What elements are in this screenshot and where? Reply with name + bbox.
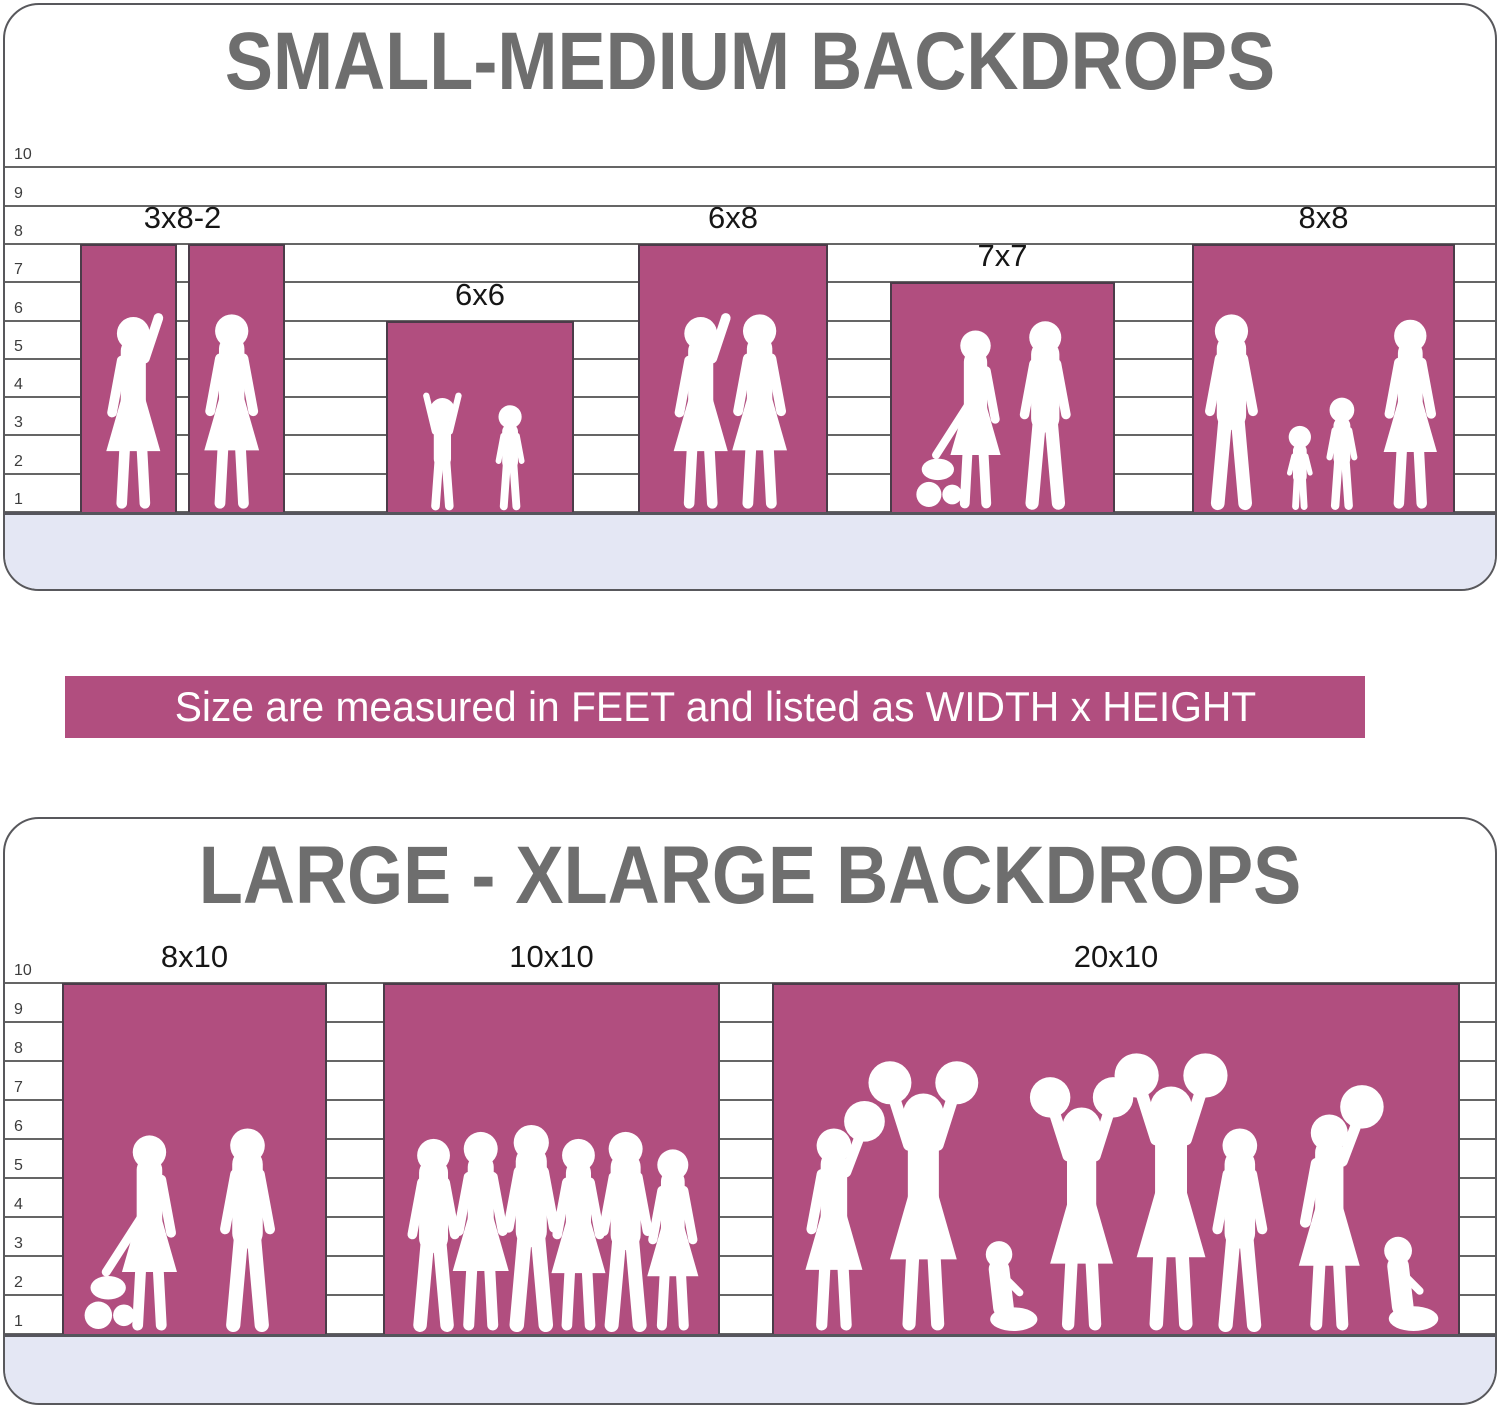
grid-line xyxy=(5,1177,1495,1179)
size-bar xyxy=(638,243,828,512)
size-note-banner: Size are measured in FEET and listed as … xyxy=(65,676,1365,738)
bar-size-label: 10x10 xyxy=(509,939,594,974)
size-bar xyxy=(383,983,720,1334)
axis-tick-label: 5 xyxy=(14,337,23,355)
size-note-text: Size are measured in FEET and listed as … xyxy=(174,683,1256,730)
bar-size-label: 8x8 xyxy=(1298,199,1349,235)
size-bar xyxy=(772,983,1460,1334)
small-medium-panel: 1 2 3 4 5 6 7 8 9 10 3x8-2 6x6 6x8 7x7 8x8 SMALL-MEDIU… xyxy=(3,3,1497,591)
bar-size-label: 20x10 xyxy=(1073,939,1159,974)
axis-tick-label: 6 xyxy=(14,1118,23,1135)
bar-size-label: 3x8-2 xyxy=(143,199,222,235)
axis-tick-label: 6 xyxy=(14,299,23,317)
grid-line xyxy=(5,1216,1495,1218)
grid-line xyxy=(5,1255,1495,1257)
axis-tick-label: 8 xyxy=(14,222,23,240)
axis-tick-label: 7 xyxy=(14,1079,23,1096)
grid-line xyxy=(5,1294,1495,1296)
axis-tick-label: 1 xyxy=(14,491,23,508)
axis-tick-label: 9 xyxy=(14,1001,23,1018)
axis-tick-label: 2 xyxy=(14,1274,23,1291)
floor-strip xyxy=(5,512,1495,589)
axis-tick-label: 3 xyxy=(14,1235,23,1252)
size-bar xyxy=(890,282,1115,512)
axis-tick-label: 7 xyxy=(14,261,23,279)
grid-line xyxy=(5,1060,1495,1062)
size-bar xyxy=(188,243,285,512)
grid-line xyxy=(5,204,1495,207)
large-xlarge-panel: 1 2 3 4 5 6 7 8 9 10 8x10 10x10 20x10 LARGE - XLARGE… xyxy=(3,817,1497,1405)
size-bar xyxy=(386,320,574,512)
axis-tick-label: 10 xyxy=(14,146,32,164)
axis-tick-label: 10 xyxy=(14,962,32,979)
grid-line xyxy=(5,166,1495,169)
axis-tick-label: 2 xyxy=(14,452,23,470)
size-bar xyxy=(62,983,327,1334)
bar-size-label: 7x7 xyxy=(977,238,1028,274)
small-medium-title: SMALL-MEDIUM BACKDROPS xyxy=(224,16,1276,107)
axis-tick-label: 4 xyxy=(14,1196,23,1213)
size-bar xyxy=(1192,243,1455,512)
floor-strip xyxy=(5,1334,1495,1403)
axis-tick-label: 9 xyxy=(14,184,23,202)
axis-tick-label: 8 xyxy=(14,1040,23,1057)
size-bar xyxy=(80,243,177,512)
large-xlarge-title: LARGE - XLARGE BACKDROPS xyxy=(198,830,1302,921)
axis-tick-label: 4 xyxy=(14,376,23,394)
grid-line xyxy=(5,1138,1495,1140)
axis-tick-label: 1 xyxy=(14,1313,23,1330)
grid-line xyxy=(5,1021,1495,1023)
grid-line xyxy=(5,1099,1495,1101)
bar-size-label: 8x10 xyxy=(160,939,229,974)
bar-size-label: 6x8 xyxy=(708,199,758,235)
bar-size-label: 6x6 xyxy=(455,276,505,312)
axis-tick-label: 5 xyxy=(14,1157,23,1174)
grid-line xyxy=(5,982,1495,984)
axis-tick-label: 3 xyxy=(14,414,23,432)
